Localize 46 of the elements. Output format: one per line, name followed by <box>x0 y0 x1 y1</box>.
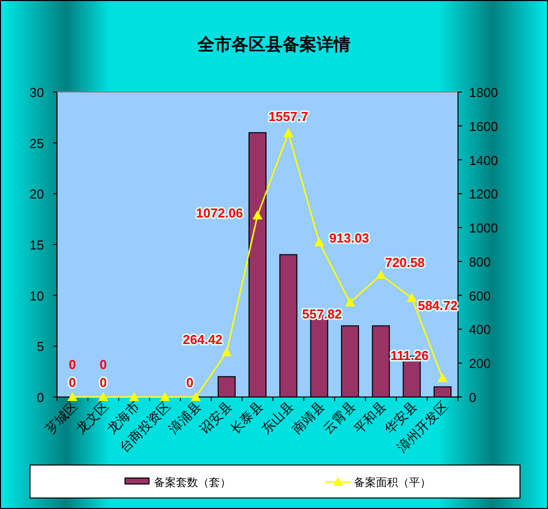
data-label: 1072.06 <box>196 205 243 220</box>
point <box>98 392 108 401</box>
y-tick-label: 5 <box>36 339 44 354</box>
y2-tick-label: 1800 <box>469 85 498 100</box>
y-tick-label: 0 <box>36 390 44 405</box>
point <box>314 237 324 246</box>
point <box>160 392 170 401</box>
data-label: 1557.7 <box>268 109 308 124</box>
point <box>376 270 386 279</box>
y-tick-label: 25 <box>30 136 44 151</box>
chart-title: 全市各区县备案详情 <box>196 34 350 54</box>
data-label: 0 <box>186 375 194 390</box>
point <box>406 292 417 302</box>
data-label: 0 <box>68 357 76 372</box>
data-label: 720.58 <box>385 254 425 270</box>
y2-tick-label: 1200 <box>469 186 498 202</box>
point <box>283 128 294 138</box>
data-label: 264.42 <box>182 332 223 348</box>
data-label: 0 <box>68 375 76 390</box>
legend-label: 备案套数（套） <box>154 476 231 489</box>
y2-tick-label: 1000 <box>469 220 498 236</box>
point <box>190 392 201 401</box>
y-tick-label: 10 <box>30 288 44 304</box>
data-label: 913.03 <box>329 230 370 246</box>
point <box>438 373 448 382</box>
data-label: 584.72 <box>418 298 458 313</box>
point <box>345 297 356 306</box>
y2-tick-label: 200 <box>469 356 491 372</box>
point <box>252 210 262 220</box>
legend-label: 备案面积（平） <box>354 476 431 489</box>
point <box>67 392 78 401</box>
point <box>129 392 140 401</box>
y2-tick-label: 600 <box>469 288 491 304</box>
y-tick-label: 15 <box>30 238 44 252</box>
y2-tick-label: 0 <box>469 390 476 405</box>
data-label: 0 <box>100 375 107 390</box>
y-tick-label: 30 <box>30 85 44 100</box>
y2-tick-label: 1400 <box>469 152 498 168</box>
y-tick-label: 20 <box>30 186 44 202</box>
point <box>222 347 232 356</box>
y2-tick-label: 800 <box>469 254 491 270</box>
y2-tick-label: 1600 <box>469 118 498 134</box>
data-label: 557.82 <box>302 306 342 322</box>
data-label: 0 <box>100 357 107 372</box>
data-label: 111.26 <box>390 348 429 364</box>
y2-tick-label: 400 <box>469 322 491 338</box>
